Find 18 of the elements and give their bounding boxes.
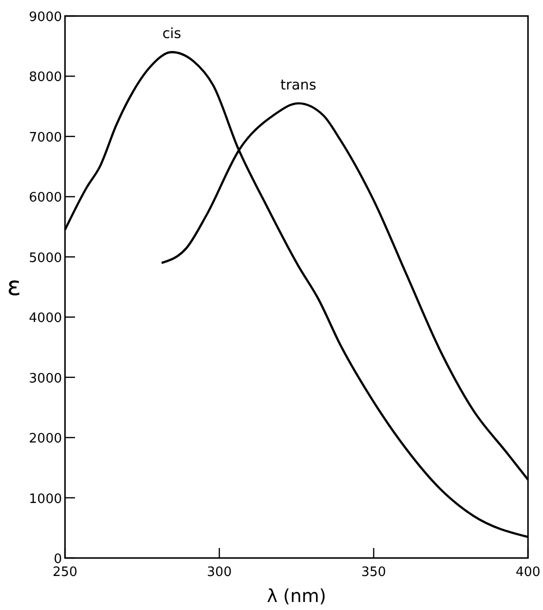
y-tick-label: 4000 — [28, 311, 62, 326]
x-tick-label: 400 — [516, 565, 540, 580]
y-tick-label: 2000 — [28, 432, 62, 447]
y-tick-label: 0 — [54, 552, 62, 567]
y-tick-label: 7000 — [28, 130, 62, 146]
series-label: trans — [280, 77, 316, 94]
y-tick-label: 6000 — [28, 190, 62, 206]
y-axis-title: ε — [6, 272, 22, 302]
series-label: cis — [162, 26, 182, 42]
x-tick-label: 250 — [52, 565, 78, 580]
x-axis-title: λ (nm) — [266, 586, 326, 607]
y-tick-label: 9000 — [28, 10, 62, 25]
y-tick-label: 5000 — [28, 250, 62, 266]
x-tick-label: 350 — [361, 565, 386, 580]
y-tick-label: 1000 — [28, 492, 62, 507]
y-tick-label: 8000 — [28, 70, 62, 86]
x-tick-label: 300 — [206, 565, 232, 580]
y-tick-label: 3000 — [28, 371, 62, 386]
